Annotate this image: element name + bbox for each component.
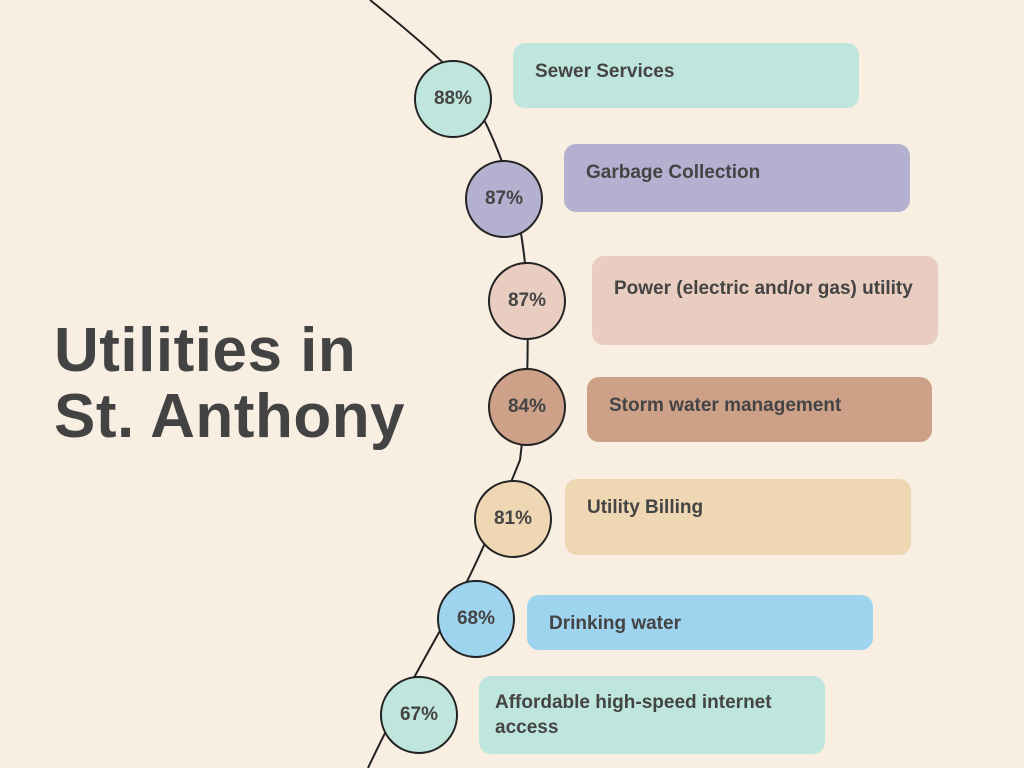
label-power-utility: Power (electric and/or gas) utility (592, 256, 938, 345)
percent-node-garbage-collection: 87% (465, 160, 543, 238)
percent-node-drinking-water: 68% (437, 580, 515, 658)
page-title: Utilities in St. Anthony (54, 318, 405, 450)
title-line-2: St. Anthony (54, 382, 406, 451)
label-utility-billing: Utility Billing (565, 479, 911, 555)
label-sewer-services: Sewer Services (513, 43, 859, 108)
label-storm-water-management: Storm water management (587, 377, 932, 442)
percent-node-sewer-services: 88% (414, 60, 492, 138)
percent-node-storm-water-management: 84% (488, 368, 566, 446)
percent-node-power-utility: 87% (488, 262, 566, 340)
percent-node-affordable-internet: 67% (380, 676, 458, 754)
label-garbage-collection: Garbage Collection (564, 144, 910, 212)
percent-node-utility-billing: 81% (474, 480, 552, 558)
label-drinking-water: Drinking water (527, 595, 873, 650)
title-line-1: Utilities in (54, 316, 357, 385)
label-affordable-internet: Affordable high-speed internet access (479, 676, 825, 754)
